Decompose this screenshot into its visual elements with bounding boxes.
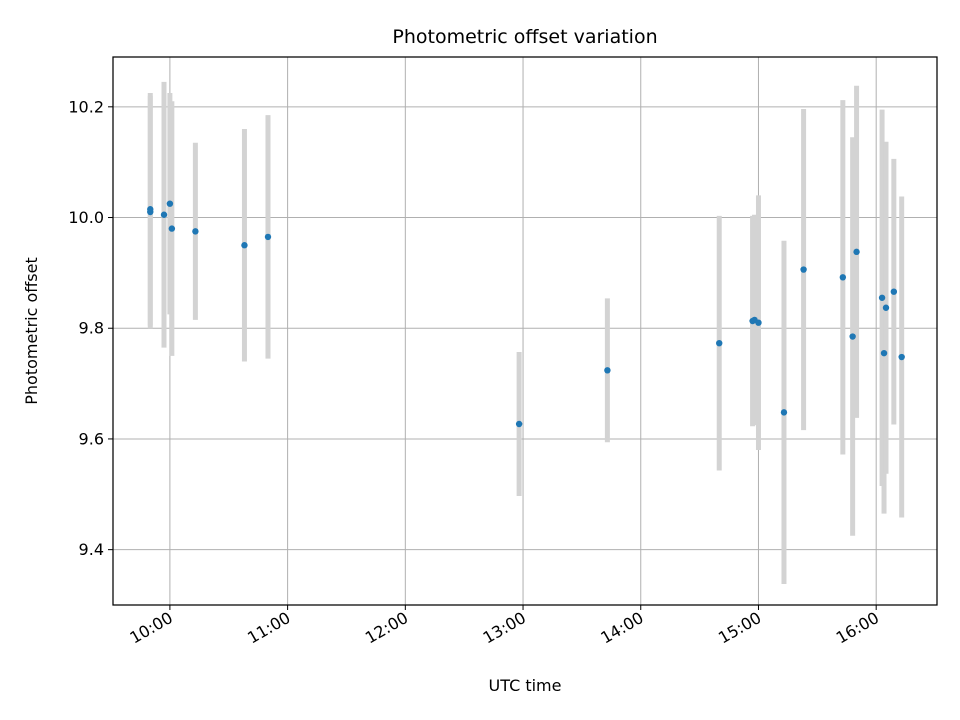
x-tick-label: 10:00 xyxy=(126,608,175,648)
data-point xyxy=(192,228,199,235)
data-point xyxy=(839,274,847,281)
data-point xyxy=(898,353,905,361)
data-point xyxy=(849,333,856,340)
x-axis-ticks: 10:00 11:00 12:00 13:00 14:00 15:00 16:00 xyxy=(126,605,882,648)
data-point xyxy=(716,339,723,347)
plot-area-frame xyxy=(112,56,938,606)
x-axis-label: UTC time xyxy=(489,676,562,695)
data-point xyxy=(604,367,611,374)
y-tick-label: 9.4 xyxy=(79,540,104,559)
data-point xyxy=(755,319,762,326)
x-tick-label: 15:00 xyxy=(715,608,764,648)
data-point xyxy=(515,420,523,428)
y-tick-label: 10.2 xyxy=(68,97,104,116)
y-tick-label: 9.6 xyxy=(79,429,104,448)
data-point xyxy=(241,242,248,249)
data-point xyxy=(882,304,890,311)
y-tick-label: 10.0 xyxy=(68,208,104,227)
x-tick-label: 13:00 xyxy=(480,608,529,648)
grid xyxy=(113,57,937,605)
data-point xyxy=(890,288,898,295)
data-point xyxy=(147,208,154,216)
data-point xyxy=(264,233,272,241)
data-point xyxy=(878,294,886,301)
chart-title: Photometric offset variation xyxy=(392,26,657,48)
x-tick-label: 16:00 xyxy=(833,608,882,648)
data-point xyxy=(780,409,788,416)
data-point xyxy=(853,248,860,256)
y-axis-label: Photometric offset xyxy=(22,257,41,405)
data-point xyxy=(880,349,888,357)
data-point xyxy=(800,266,807,273)
error-bars xyxy=(147,81,905,584)
data-point xyxy=(168,225,176,232)
x-tick-label: 14:00 xyxy=(597,608,646,648)
y-axis-ticks: 9.4 9.6 9.8 10.0 10.2 xyxy=(68,97,113,559)
x-tick-label: 12:00 xyxy=(362,608,411,648)
data-point xyxy=(166,200,174,207)
y-tick-label: 9.8 xyxy=(79,319,104,338)
data-points xyxy=(147,200,905,428)
data-point xyxy=(160,211,168,218)
x-tick-label: 11:00 xyxy=(244,608,293,648)
